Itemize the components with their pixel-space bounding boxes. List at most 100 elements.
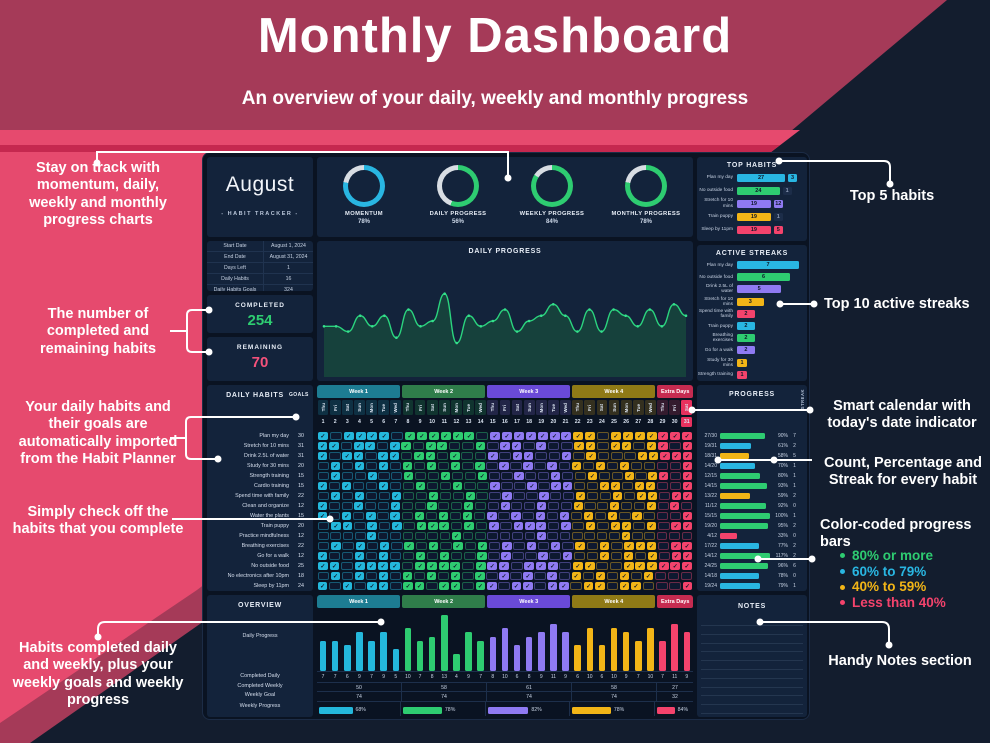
habit-checkbox-unchecked[interactable] (328, 551, 341, 561)
habit-checkbox-checked[interactable]: ✓ (404, 471, 414, 481)
habit-checkbox-unchecked[interactable] (596, 561, 609, 571)
habit-checkbox-checked[interactable]: ✓ (342, 521, 353, 531)
habit-checkbox-checked[interactable]: ✓ (438, 561, 449, 571)
habit-checkbox-unchecked[interactable] (510, 571, 522, 581)
habit-checkbox-checked[interactable]: ✓ (392, 521, 402, 531)
habit-checkbox-checked[interactable]: ✓ (354, 501, 364, 511)
habit-checkbox-unchecked[interactable] (597, 521, 609, 531)
habit-checkbox-checked[interactable]: ✓ (427, 501, 437, 511)
habit-checkbox-unchecked[interactable] (621, 481, 633, 491)
habit-checkbox-checked[interactable]: ✓ (523, 581, 533, 591)
habit-checkbox-checked[interactable]: ✓ (428, 521, 438, 531)
habit-checkbox-checked[interactable]: ✓ (475, 561, 486, 571)
habit-checkbox-unchecked[interactable] (525, 471, 537, 481)
habit-checkbox-unchecked[interactable] (643, 511, 655, 521)
habit-checkbox-unchecked[interactable] (562, 541, 574, 551)
habit-checkbox-unchecked[interactable] (498, 581, 510, 591)
habit-checkbox-checked[interactable]: ✓ (610, 441, 621, 451)
habit-checkbox-checked[interactable]: ✓ (682, 451, 693, 461)
habit-checkbox-unchecked[interactable] (461, 451, 473, 461)
habit-checkbox-checked[interactable]: ✓ (329, 441, 339, 451)
habit-checkbox-checked[interactable]: ✓ (378, 581, 389, 591)
habit-checkbox-checked[interactable]: ✓ (562, 481, 572, 491)
habit-checkbox-checked[interactable]: ✓ (613, 491, 623, 501)
habit-checkbox-checked[interactable]: ✓ (501, 551, 511, 561)
habit-checkbox-checked[interactable]: ✓ (464, 431, 475, 441)
habit-checkbox-unchecked[interactable] (561, 441, 573, 451)
habit-checkbox-unchecked[interactable] (537, 541, 550, 551)
habit-checkbox-checked[interactable]: ✓ (330, 471, 340, 481)
habit-checkbox-checked[interactable]: ✓ (451, 571, 461, 581)
habit-checkbox-checked[interactable]: ✓ (330, 461, 341, 471)
habit-checkbox-checked[interactable]: ✓ (404, 541, 414, 551)
habit-checkbox-unchecked[interactable] (401, 561, 414, 571)
habit-checkbox-checked[interactable]: ✓ (648, 491, 658, 501)
habit-checkbox-unchecked[interactable] (341, 561, 354, 571)
habit-checkbox-unchecked[interactable] (669, 461, 682, 471)
habit-checkbox-checked[interactable]: ✓ (682, 441, 693, 451)
habit-checkbox-unchecked[interactable] (474, 511, 486, 521)
habit-checkbox-unchecked[interactable] (427, 531, 439, 541)
habit-checkbox-unchecked[interactable] (317, 471, 330, 481)
habit-checkbox-checked[interactable]: ✓ (595, 581, 605, 591)
habit-checkbox-unchecked[interactable] (630, 571, 642, 581)
habit-checkbox-unchecked[interactable] (436, 451, 449, 461)
habit-checkbox-checked[interactable]: ✓ (682, 581, 693, 591)
habit-checkbox-unchecked[interactable] (464, 541, 476, 551)
habit-checkbox-checked[interactable]: ✓ (647, 561, 657, 571)
habit-checkbox-checked[interactable]: ✓ (426, 561, 437, 571)
habit-checkbox-checked[interactable]: ✓ (502, 491, 512, 501)
habit-checkbox-unchecked[interactable] (596, 531, 608, 541)
habit-checkbox-unchecked[interactable] (427, 481, 439, 491)
habit-checkbox-unchecked[interactable] (329, 581, 341, 591)
habit-checkbox-unchecked[interactable] (558, 461, 570, 471)
habit-checkbox-unchecked[interactable] (560, 501, 572, 511)
habit-checkbox-checked[interactable]: ✓ (379, 571, 389, 581)
habit-checkbox-checked[interactable]: ✓ (428, 541, 439, 551)
habit-checkbox-checked[interactable]: ✓ (440, 431, 451, 441)
habit-checkbox-checked[interactable]: ✓ (378, 451, 388, 461)
habit-checkbox-unchecked[interactable] (656, 511, 668, 521)
habit-checkbox-unchecked[interactable] (570, 581, 583, 591)
habit-checkbox-checked[interactable]: ✓ (576, 491, 586, 501)
habit-checkbox-unchecked[interactable] (341, 551, 354, 561)
habit-checkbox-unchecked[interactable] (535, 451, 547, 461)
habit-checkbox-unchecked[interactable] (391, 431, 404, 441)
habit-checkbox-unchecked[interactable] (401, 501, 413, 511)
habit-checkbox-unchecked[interactable] (451, 551, 463, 561)
habit-checkbox-unchecked[interactable] (354, 471, 366, 481)
habit-checkbox-checked[interactable]: ✓ (587, 471, 597, 481)
habit-checkbox-unchecked[interactable] (378, 491, 390, 501)
habit-checkbox-checked[interactable]: ✓ (414, 511, 424, 521)
habit-checkbox-unchecked[interactable] (547, 531, 558, 541)
habit-checkbox-unchecked[interactable] (624, 451, 636, 461)
habit-checkbox-checked[interactable]: ✓ (670, 431, 681, 441)
note-line[interactable] (701, 626, 803, 635)
habit-checkbox-checked[interactable]: ✓ (551, 481, 561, 491)
habit-checkbox-checked[interactable]: ✓ (648, 471, 658, 481)
habit-checkbox-unchecked[interactable] (477, 481, 489, 491)
habit-checkbox-checked[interactable]: ✓ (619, 571, 629, 581)
habit-checkbox-checked[interactable]: ✓ (635, 541, 646, 551)
habit-checkbox-unchecked[interactable] (475, 521, 488, 531)
habit-checkbox-unchecked[interactable] (440, 481, 452, 491)
habit-checkbox-unchecked[interactable] (329, 431, 342, 441)
habit-checkbox-checked[interactable]: ✓ (619, 461, 629, 471)
habit-checkbox-checked[interactable]: ✓ (624, 471, 634, 481)
habit-checkbox-checked[interactable]: ✓ (610, 501, 620, 511)
habit-checkbox-checked[interactable]: ✓ (353, 451, 364, 461)
habit-checkbox-checked[interactable]: ✓ (427, 461, 437, 471)
habit-checkbox-checked[interactable]: ✓ (646, 431, 657, 441)
habit-checkbox-checked[interactable]: ✓ (416, 551, 426, 561)
habit-checkbox-checked[interactable]: ✓ (646, 501, 656, 511)
habit-checkbox-checked[interactable]: ✓ (599, 551, 609, 561)
habit-checkbox-unchecked[interactable] (681, 501, 693, 511)
habit-checkbox-unchecked[interactable] (510, 561, 523, 571)
habit-checkbox-checked[interactable]: ✓ (657, 441, 668, 451)
habit-checkbox-checked[interactable]: ✓ (414, 451, 424, 461)
habit-checkbox-unchecked[interactable] (330, 531, 341, 541)
habit-checkbox-checked[interactable]: ✓ (671, 551, 682, 561)
habit-checkbox-checked[interactable]: ✓ (511, 441, 522, 451)
habit-checkbox-unchecked[interactable] (667, 571, 680, 581)
habit-checkbox-checked[interactable]: ✓ (622, 431, 633, 441)
